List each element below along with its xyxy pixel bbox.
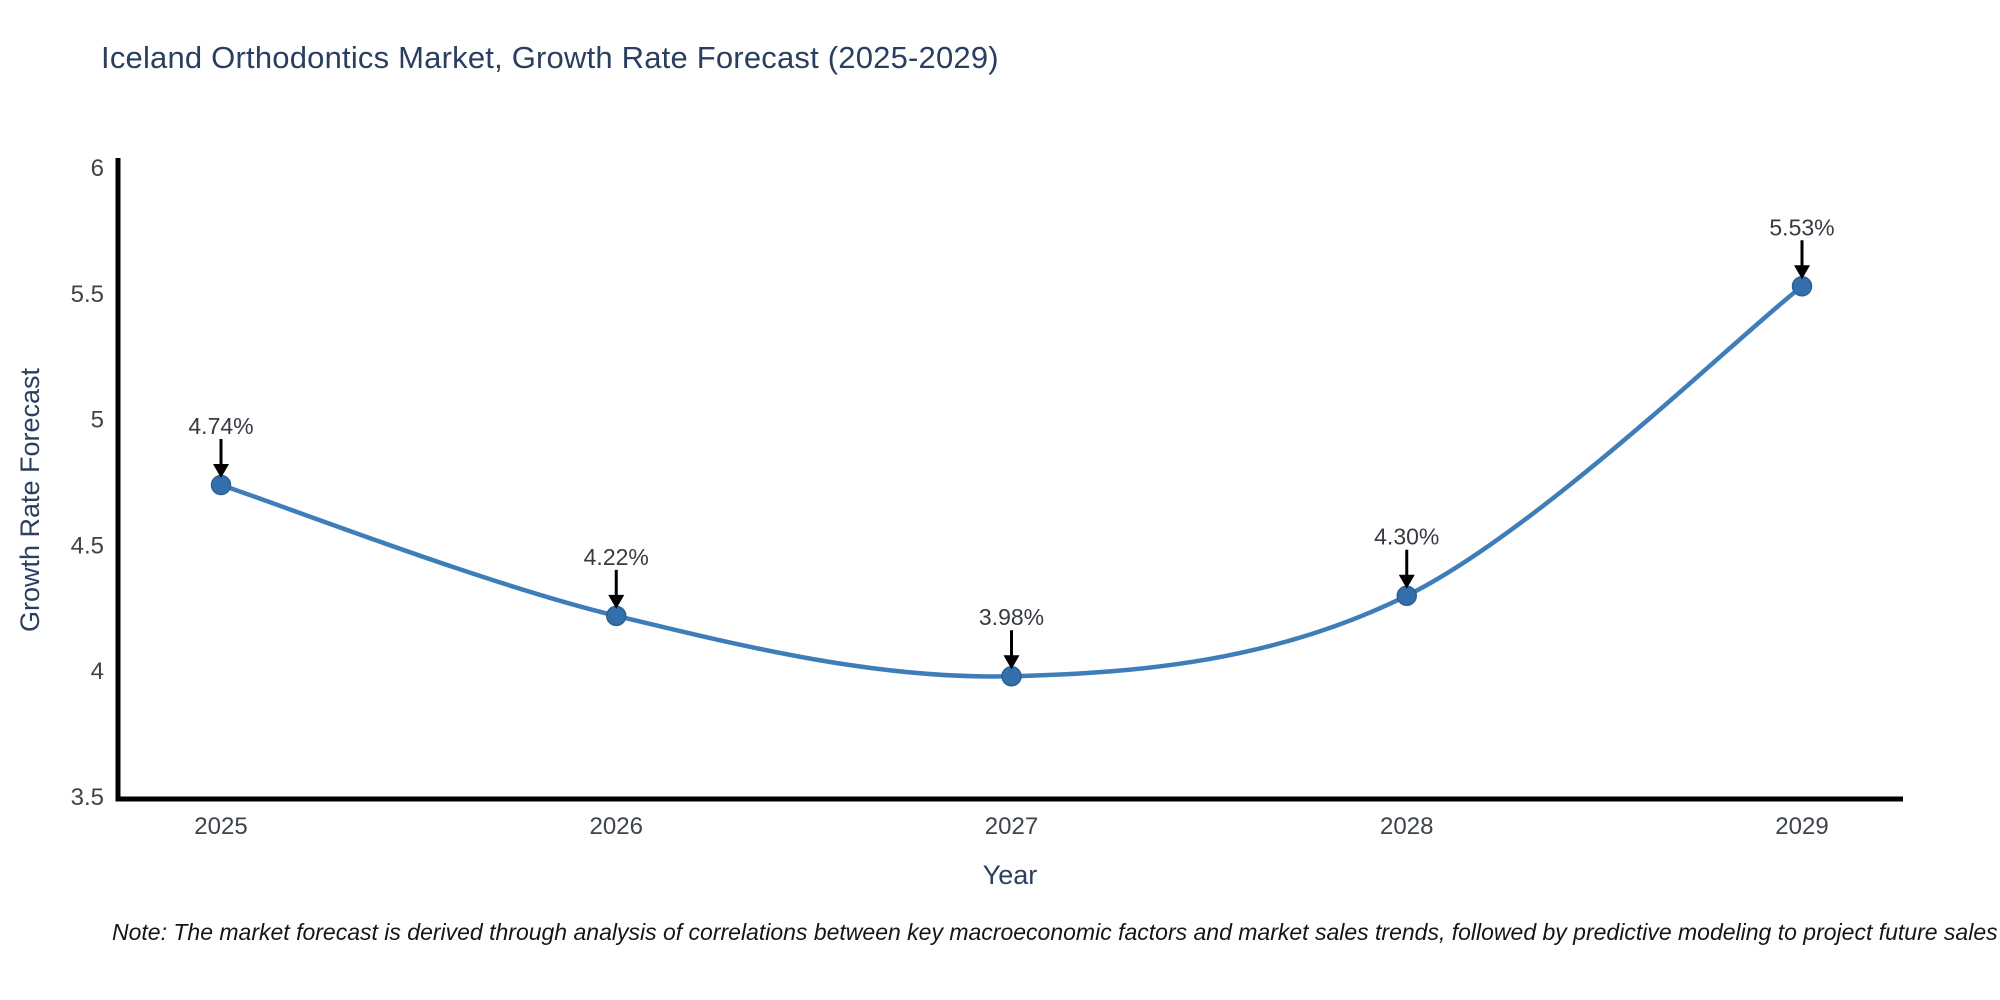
x-axis-title: Year: [982, 860, 1038, 890]
x-tick-label: 2027: [985, 813, 1038, 840]
y-tick-label: 5.5: [71, 281, 104, 308]
y-tick-label: 4.5: [71, 532, 104, 559]
data-point-marker: [606, 605, 627, 627]
data-point-marker: [1001, 665, 1022, 687]
x-tick-label: 2028: [1380, 813, 1433, 840]
data-point-label: 4.74%: [188, 413, 253, 439]
data-point-label: 3.98%: [979, 604, 1044, 630]
chart-title: Iceland Orthodontics Market, Growth Rate…: [101, 40, 999, 75]
x-tick-label: 2025: [194, 813, 247, 840]
data-point-marker: [210, 474, 232, 496]
y-tick-label: 5: [91, 407, 104, 434]
y-tick-label: 6: [91, 155, 104, 182]
data-point-label: 4.30%: [1374, 524, 1439, 550]
x-tick-label: 2029: [1775, 813, 1828, 840]
annotation-arrow-head: [1794, 265, 1810, 280]
data-point-label: 4.22%: [584, 544, 649, 570]
footnote: Note: The market forecast is derived thr…: [112, 919, 1998, 945]
annotation-arrow-head: [608, 594, 625, 609]
annotation-arrow-head: [213, 464, 229, 479]
annotation-arrow-head: [1003, 655, 1020, 670]
y-tick-label: 4: [91, 658, 104, 685]
y-tick-label: 3.5: [71, 784, 104, 811]
x-tick-label: 2026: [590, 813, 643, 840]
annotation-arrow-head: [1398, 574, 1415, 589]
data-point-label: 5.53%: [1769, 214, 1834, 240]
data-point-marker: [1396, 585, 1417, 606]
data-point-marker: [1791, 276, 1813, 297]
